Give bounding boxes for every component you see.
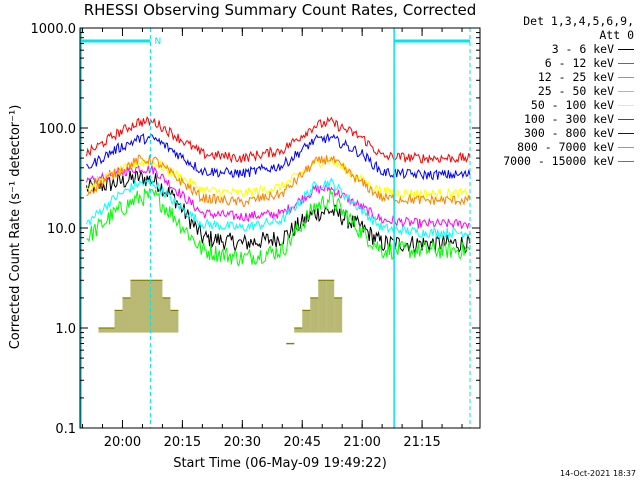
legend-item-12-25-kev: 12 - 25 keV xyxy=(486,70,634,84)
legend-label: 3 - 6 keV xyxy=(551,42,614,56)
legend-item-100-300-kev: 100 - 300 keV xyxy=(486,112,634,126)
legend-swatch xyxy=(618,91,634,92)
legend-swatch xyxy=(618,77,634,78)
x-tick-label: 21:00 xyxy=(343,435,380,450)
series-bar-7000-15000-kev xyxy=(310,297,319,333)
y-tick-label: 100.0 xyxy=(39,122,76,137)
x-tick-label: 20:00 xyxy=(104,435,141,450)
legend-item-50-100-kev: 50 - 100 keV xyxy=(486,98,634,112)
legend-label: 50 - 100 keV xyxy=(530,98,614,112)
legend-item-6-12-kev: 6 - 12 keV xyxy=(486,56,634,70)
legend-label: 100 - 300 keV xyxy=(523,112,614,126)
legend-header-detectors: Det 1,3,4,5,6,9, xyxy=(523,14,634,28)
x-tick-label: 20:30 xyxy=(224,435,261,450)
legend-swatch xyxy=(618,119,634,120)
series-bar-7000-15000-kev xyxy=(154,280,163,333)
y-tick-label: 0.1 xyxy=(55,422,76,437)
series-bar-7000-15000-kev xyxy=(114,310,123,333)
y-tick-label: 1.0 xyxy=(55,322,76,337)
legend-header-attenuator: Att 0 xyxy=(599,28,634,42)
y-tick-label: 1000.0 xyxy=(31,22,77,37)
legend-item-300-800-kev: 300 - 800 keV xyxy=(486,126,634,140)
legend-item-7000-15000-kev: 7000 - 15000 keV xyxy=(486,154,634,168)
legend-item-3-6-kev: 3 - 6 keV xyxy=(486,42,634,56)
legend-label: 300 - 800 keV xyxy=(523,126,614,140)
legend: Det 1,3,4,5,6,9, Att 0 3 - 6 keV 6 - 12 k… xyxy=(486,14,634,168)
y-axis-label: Corrected Count Rate (s⁻¹ detector⁻¹) xyxy=(8,105,23,350)
legend-label: 7000 - 15000 keV xyxy=(503,154,614,168)
series-bar-7000-15000-kev xyxy=(138,280,147,333)
axes-layer: 0.1 1.0 10.0 100.0 1000.0 20:00 20:15 20:30 20:4… xyxy=(31,22,481,450)
legend-swatch xyxy=(618,105,634,106)
series-bar-7000-15000-kev xyxy=(122,297,131,333)
series-bar-7000-15000-kev xyxy=(334,297,343,333)
x-tick-label: 20:45 xyxy=(284,435,321,450)
legend-label: 800 - 7000 keV xyxy=(517,140,614,154)
series-bar-7000-15000-kev xyxy=(318,280,327,333)
x-tick-label: 21:15 xyxy=(403,435,440,450)
legend-label: 25 - 50 keV xyxy=(537,84,614,98)
legend-swatch xyxy=(618,161,634,162)
series-bar-7000-15000-kev xyxy=(326,280,335,333)
y-tick-label: 10.0 xyxy=(47,222,76,237)
legend-label: 6 - 12 keV xyxy=(544,56,614,70)
chart-title: RHESSI Observing Summary Count Rates, Co… xyxy=(83,1,477,19)
x-tick-label: 20:15 xyxy=(164,435,201,450)
legend-label: 12 - 25 keV xyxy=(537,70,614,84)
legend-swatch xyxy=(618,63,634,64)
series-bar-7000-15000-kev xyxy=(294,328,303,333)
series-bar-7000-15000-kev xyxy=(146,280,155,333)
series-bar-7000-15000-kev xyxy=(130,280,139,333)
legend-rows: 3 - 6 keV 6 - 12 keV 12 - 25 keV 25 - 50 ke… xyxy=(486,42,634,168)
legend-swatch xyxy=(618,133,634,134)
series-bar-7000-15000-kev xyxy=(170,310,179,333)
series-bar-7000-15000-kev xyxy=(302,310,311,333)
x-axis-label: Start Time (06-May-09 19:49:22) xyxy=(173,456,387,471)
legend-item-800-7000-kev: 800 - 7000 keV xyxy=(486,140,634,154)
legend-swatch xyxy=(618,147,634,148)
series-7000-15000-kev xyxy=(98,279,343,345)
series-bar-7000-15000-kev xyxy=(98,328,115,333)
legend-item-25-50-kev: 25 - 50 keV xyxy=(486,84,634,98)
legend-swatch xyxy=(618,49,634,50)
footer-timestamp: 14-Oct-2021 18:37 xyxy=(560,469,636,478)
night-bar-label: N xyxy=(154,37,161,47)
series-bar-7000-15000-kev xyxy=(162,297,171,333)
